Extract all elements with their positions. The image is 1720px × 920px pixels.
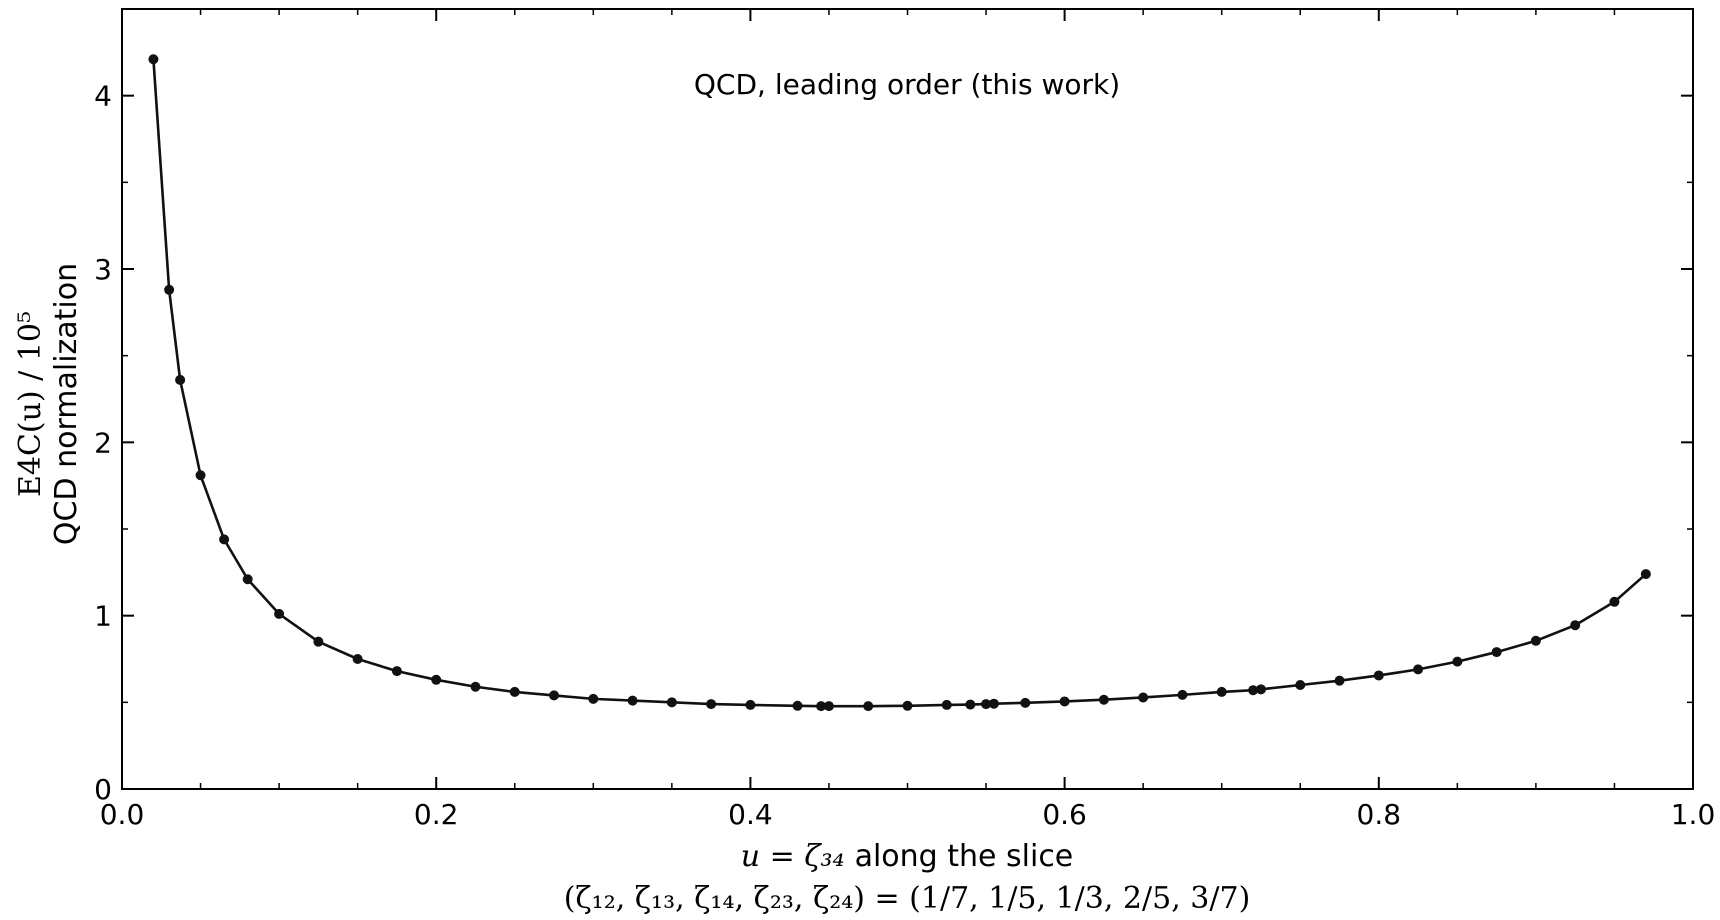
data-point <box>313 636 324 647</box>
data-point <box>863 701 874 712</box>
data-point <box>666 697 677 708</box>
data-point <box>706 699 717 710</box>
annotation: QCD, leading order (this work) <box>694 68 1120 101</box>
x-axis-label: u = ζ₃₄ along the slice <box>741 839 1074 874</box>
data-point <box>391 666 402 677</box>
y-axis-label-line2: QCD normalization <box>49 263 84 545</box>
x-tick-label: 0.0 <box>100 798 145 831</box>
data-point <box>588 693 599 704</box>
tick-labels: 0.0 0.2 0.4 0.6 0.8 1.0 0 1 2 3 4 <box>94 80 1715 831</box>
data-point <box>902 700 913 711</box>
data-point <box>148 54 159 65</box>
data-point <box>1640 569 1651 580</box>
data-point <box>175 374 186 385</box>
y-axis-label: E4C(u) / 10⁵ QCD normalization <box>13 263 84 545</box>
data-point <box>509 686 520 697</box>
data-point <box>1452 656 1463 667</box>
data-point <box>627 695 638 706</box>
x-tick-label: 0.4 <box>728 798 773 831</box>
x-tick-label: 1.0 <box>1671 798 1716 831</box>
data-point <box>1570 620 1581 631</box>
data-point <box>1295 680 1306 690</box>
plot-frame <box>121 8 1694 790</box>
y-axis-label-line1: E4C(u) / 10⁵ <box>13 311 48 497</box>
x-tick-label: 0.2 <box>414 798 459 831</box>
data-point <box>1334 675 1345 686</box>
data-point <box>1491 647 1502 658</box>
data-point <box>470 681 481 692</box>
data-point <box>941 699 952 710</box>
x-tick-label: 0.6 <box>1042 798 1087 831</box>
x-axis-label-text: along the slice <box>855 839 1074 874</box>
minor-ticks <box>122 8 1693 789</box>
data-point <box>1216 686 1227 697</box>
data-point <box>792 700 803 711</box>
data-point <box>1373 670 1384 681</box>
data-point <box>816 701 827 712</box>
data-point <box>242 574 253 585</box>
data-point <box>1059 696 1070 707</box>
data-point <box>219 534 230 545</box>
data-point <box>352 654 363 664</box>
y-tick-label: 0 <box>94 773 112 806</box>
data-point <box>1177 689 1188 700</box>
series-line <box>152 59 1647 708</box>
data-point <box>1609 596 1620 607</box>
y-tick-label: 2 <box>94 426 112 459</box>
y-tick-label: 4 <box>94 80 112 113</box>
data-point <box>988 698 999 709</box>
data-point <box>274 608 285 619</box>
major-ticks <box>121 9 1694 790</box>
data-point <box>1530 635 1541 646</box>
data-point <box>745 699 756 710</box>
series-points <box>148 54 1651 712</box>
data-point <box>1020 697 1031 708</box>
data-point <box>431 674 442 685</box>
data-point <box>823 701 834 712</box>
data-point <box>965 699 976 710</box>
x-tick-label: 0.8 <box>1357 798 1402 831</box>
data-point <box>1413 664 1424 675</box>
x-axis-label-line2: (ζ₁₂, ζ₁₃, ζ₁₄, ζ₂₃, ζ₂₄) = (1/7, 1/5, 1… <box>564 881 1251 916</box>
y-tick-label: 3 <box>94 253 112 286</box>
data-point <box>549 690 560 701</box>
x-axis-label-math: u = ζ₃₄ <box>741 839 845 874</box>
y-tick-label: 1 <box>94 600 112 633</box>
data-point <box>195 470 206 481</box>
data-point <box>981 699 992 710</box>
data-point <box>1098 694 1109 705</box>
data-point <box>164 284 175 295</box>
data-point <box>1248 685 1259 696</box>
data-point <box>1255 684 1266 695</box>
data-point <box>1138 692 1149 703</box>
